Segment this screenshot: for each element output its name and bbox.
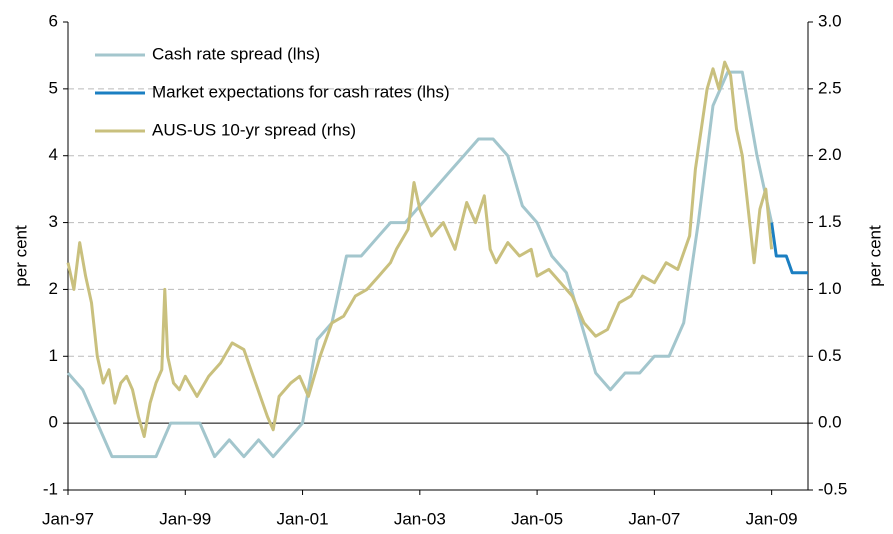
y-tick-label: 2 (49, 279, 58, 298)
x-tick-label: Jan-07 (628, 509, 680, 528)
y-tick-label: 6 (49, 11, 58, 30)
y-tick-label: -1 (43, 479, 58, 498)
y2-tick-label: -0.5 (818, 479, 847, 498)
y2-tick-label: 0.5 (818, 346, 842, 365)
x-tick-label: Jan-97 (42, 509, 94, 528)
y-tick-label: 5 (49, 78, 58, 97)
line-series (770, 222, 808, 275)
y2-tick-label: 0.0 (818, 413, 842, 432)
x-tick-label: Jan-09 (746, 509, 798, 528)
y2-tick-label: 1.0 (818, 279, 842, 298)
y2-tick-label: 1.5 (818, 212, 842, 231)
y-tick-label: 4 (49, 145, 58, 164)
y2-axis-label: per cent (865, 225, 884, 287)
y-tick-label: 1 (49, 346, 58, 365)
y2-tick-label: 3.0 (818, 11, 842, 30)
legend-label: Market expectations for cash rates (lhs) (152, 82, 450, 101)
line-series (66, 60, 774, 438)
y-tick-label: 0 (49, 413, 58, 432)
y2-tick-label: 2.5 (818, 78, 842, 97)
x-tick-label: Jan-05 (511, 509, 563, 528)
x-tick-label: Jan-03 (394, 509, 446, 528)
legend-label: AUS-US 10-yr spread (rhs) (152, 120, 356, 139)
x-tick-label: Jan-01 (277, 509, 329, 528)
y2-tick-label: 2.0 (818, 145, 842, 164)
x-tick-label: Jan-99 (159, 509, 211, 528)
y-tick-label: 3 (49, 212, 58, 231)
legend-label: Cash rate spread (lhs) (152, 44, 320, 63)
y-axis-label: per cent (11, 225, 30, 287)
